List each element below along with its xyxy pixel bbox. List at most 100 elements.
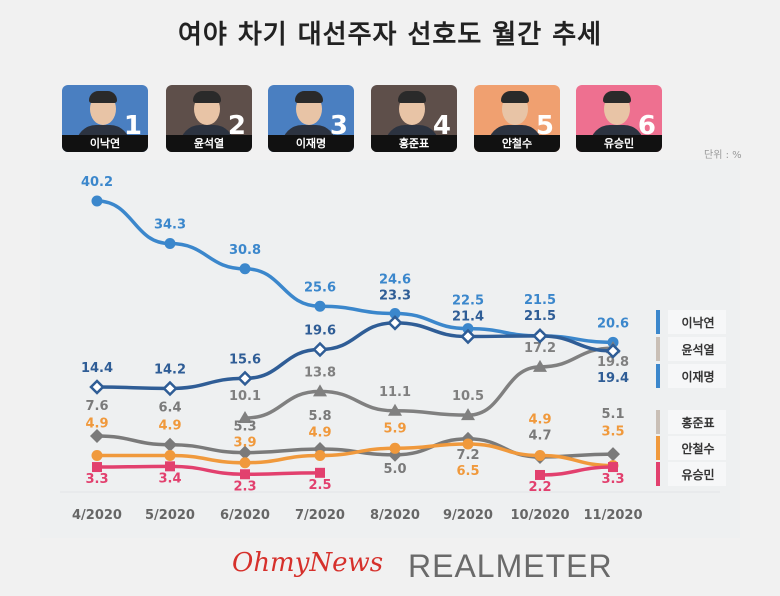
legend-item: 유승민 xyxy=(656,462,726,486)
legend-label: 이낙연 xyxy=(681,315,714,330)
data-label: 21.5 xyxy=(524,309,556,324)
data-label: 17.2 xyxy=(524,341,556,356)
person-hair xyxy=(398,91,426,103)
data-point xyxy=(313,384,327,397)
candidate-number: 3 xyxy=(329,111,348,141)
legend-item: 윤석열 xyxy=(656,337,726,361)
candidate-name: 이낙연 xyxy=(62,135,148,152)
chart-panel xyxy=(40,160,740,538)
candidate-number: 4 xyxy=(432,111,451,141)
data-point xyxy=(91,450,103,462)
data-point xyxy=(389,307,401,319)
data-label: 4.9 xyxy=(528,413,551,428)
data-point xyxy=(92,462,102,473)
data-point xyxy=(239,457,251,469)
data-point xyxy=(164,450,176,462)
x-tick-label: 10/2020 xyxy=(510,508,569,523)
candidate-photo: 2 윤석열 xyxy=(166,85,252,152)
data-label: 30.8 xyxy=(229,243,261,258)
legend-swatch xyxy=(656,337,660,361)
data-point xyxy=(608,462,618,473)
legend-item: 안철수 xyxy=(656,436,726,460)
person-hair xyxy=(295,91,323,103)
data-point xyxy=(238,445,252,460)
legend-swatch xyxy=(656,410,660,434)
data-point xyxy=(314,450,326,462)
x-tick-label: 6/2020 xyxy=(220,508,270,523)
data-point xyxy=(532,328,548,344)
data-label: 22.5 xyxy=(452,294,484,309)
data-label: 21.4 xyxy=(452,310,484,325)
data-label: 3.4 xyxy=(158,471,181,486)
person-hair xyxy=(193,91,221,103)
person-hair xyxy=(603,91,631,103)
data-label: 15.6 xyxy=(229,352,261,367)
legend-label: 유승민 xyxy=(681,467,714,482)
legend-item: 이재명 xyxy=(656,364,726,388)
data-point xyxy=(606,447,620,462)
person-hair xyxy=(89,91,117,103)
candidate-photo: 6 유승민 xyxy=(576,85,662,152)
candidate-photo: 5 안철수 xyxy=(474,85,560,152)
legend-label: 홍준표 xyxy=(681,415,714,430)
data-point xyxy=(534,450,546,462)
chart-title: 여야 차기 대선주자 선호도 월간 추세 xyxy=(177,20,603,50)
data-label: 19.4 xyxy=(597,371,629,386)
data-point xyxy=(240,469,250,480)
candidate-name: 유승민 xyxy=(576,135,662,152)
data-point xyxy=(90,429,104,444)
legend-swatch xyxy=(656,462,660,486)
data-label: 6.4 xyxy=(158,401,181,416)
data-label: 3.5 xyxy=(601,425,624,440)
data-point xyxy=(388,403,402,416)
data-point xyxy=(315,467,325,478)
candidate-name: 홍준표 xyxy=(371,135,457,152)
candidate-number: 5 xyxy=(535,111,554,141)
data-label: 21.5 xyxy=(524,293,556,308)
series-6: 3.3 3.4 2.3 2.5 2.2 3.3 xyxy=(85,461,625,495)
candidate-name: 윤석열 xyxy=(166,135,252,152)
candidate-number: 1 xyxy=(123,111,142,141)
legend-swatch xyxy=(656,310,660,334)
data-point xyxy=(389,442,401,454)
legend-box xyxy=(668,337,726,361)
candidate-photo: 4 홍준표 xyxy=(371,85,457,152)
data-point xyxy=(237,370,253,387)
data-point xyxy=(605,343,621,359)
data-label: 14.4 xyxy=(81,361,113,376)
data-point xyxy=(163,437,177,452)
legend-box xyxy=(668,310,726,334)
data-label: 2.5 xyxy=(308,478,331,493)
data-label: 23.3 xyxy=(379,288,411,303)
series-line xyxy=(539,465,614,477)
x-tick-label: 11/2020 xyxy=(583,508,642,523)
data-point xyxy=(462,438,474,450)
data-label: 5.9 xyxy=(383,421,406,436)
data-label: 5.0 xyxy=(383,462,406,477)
data-label: 7.2 xyxy=(456,448,479,463)
data-point xyxy=(314,300,326,312)
data-label: 5.3 xyxy=(233,420,256,435)
legend-box xyxy=(668,410,726,434)
data-point xyxy=(91,195,103,207)
legend-swatch xyxy=(656,436,660,460)
data-label: 4.9 xyxy=(308,426,331,441)
data-label: 5.1 xyxy=(601,407,624,422)
series-5: 4.9 4.9 3.9 4.9 5.9 6.5 4.9 3.5 xyxy=(85,413,624,479)
series-2: 10.1 13.8 11.1 10.5 17.2 19.8 xyxy=(229,341,629,424)
data-label: 4.7 xyxy=(528,429,551,444)
data-label: 3.3 xyxy=(601,472,624,487)
x-tick-label: 9/2020 xyxy=(443,508,493,523)
x-tick-label: 5/2020 xyxy=(145,508,195,523)
data-point xyxy=(533,359,547,372)
data-label: 10.1 xyxy=(229,389,261,404)
person-hair xyxy=(501,91,529,103)
data-label: 2.3 xyxy=(233,479,256,494)
candidate-name: 안철수 xyxy=(474,135,560,152)
data-label: 4.9 xyxy=(85,417,108,432)
data-point xyxy=(239,263,251,275)
legend-label: 이재명 xyxy=(681,369,714,384)
data-label: 20.6 xyxy=(597,316,629,331)
legend-label: 윤석열 xyxy=(681,342,714,357)
data-label: 24.6 xyxy=(379,272,411,287)
